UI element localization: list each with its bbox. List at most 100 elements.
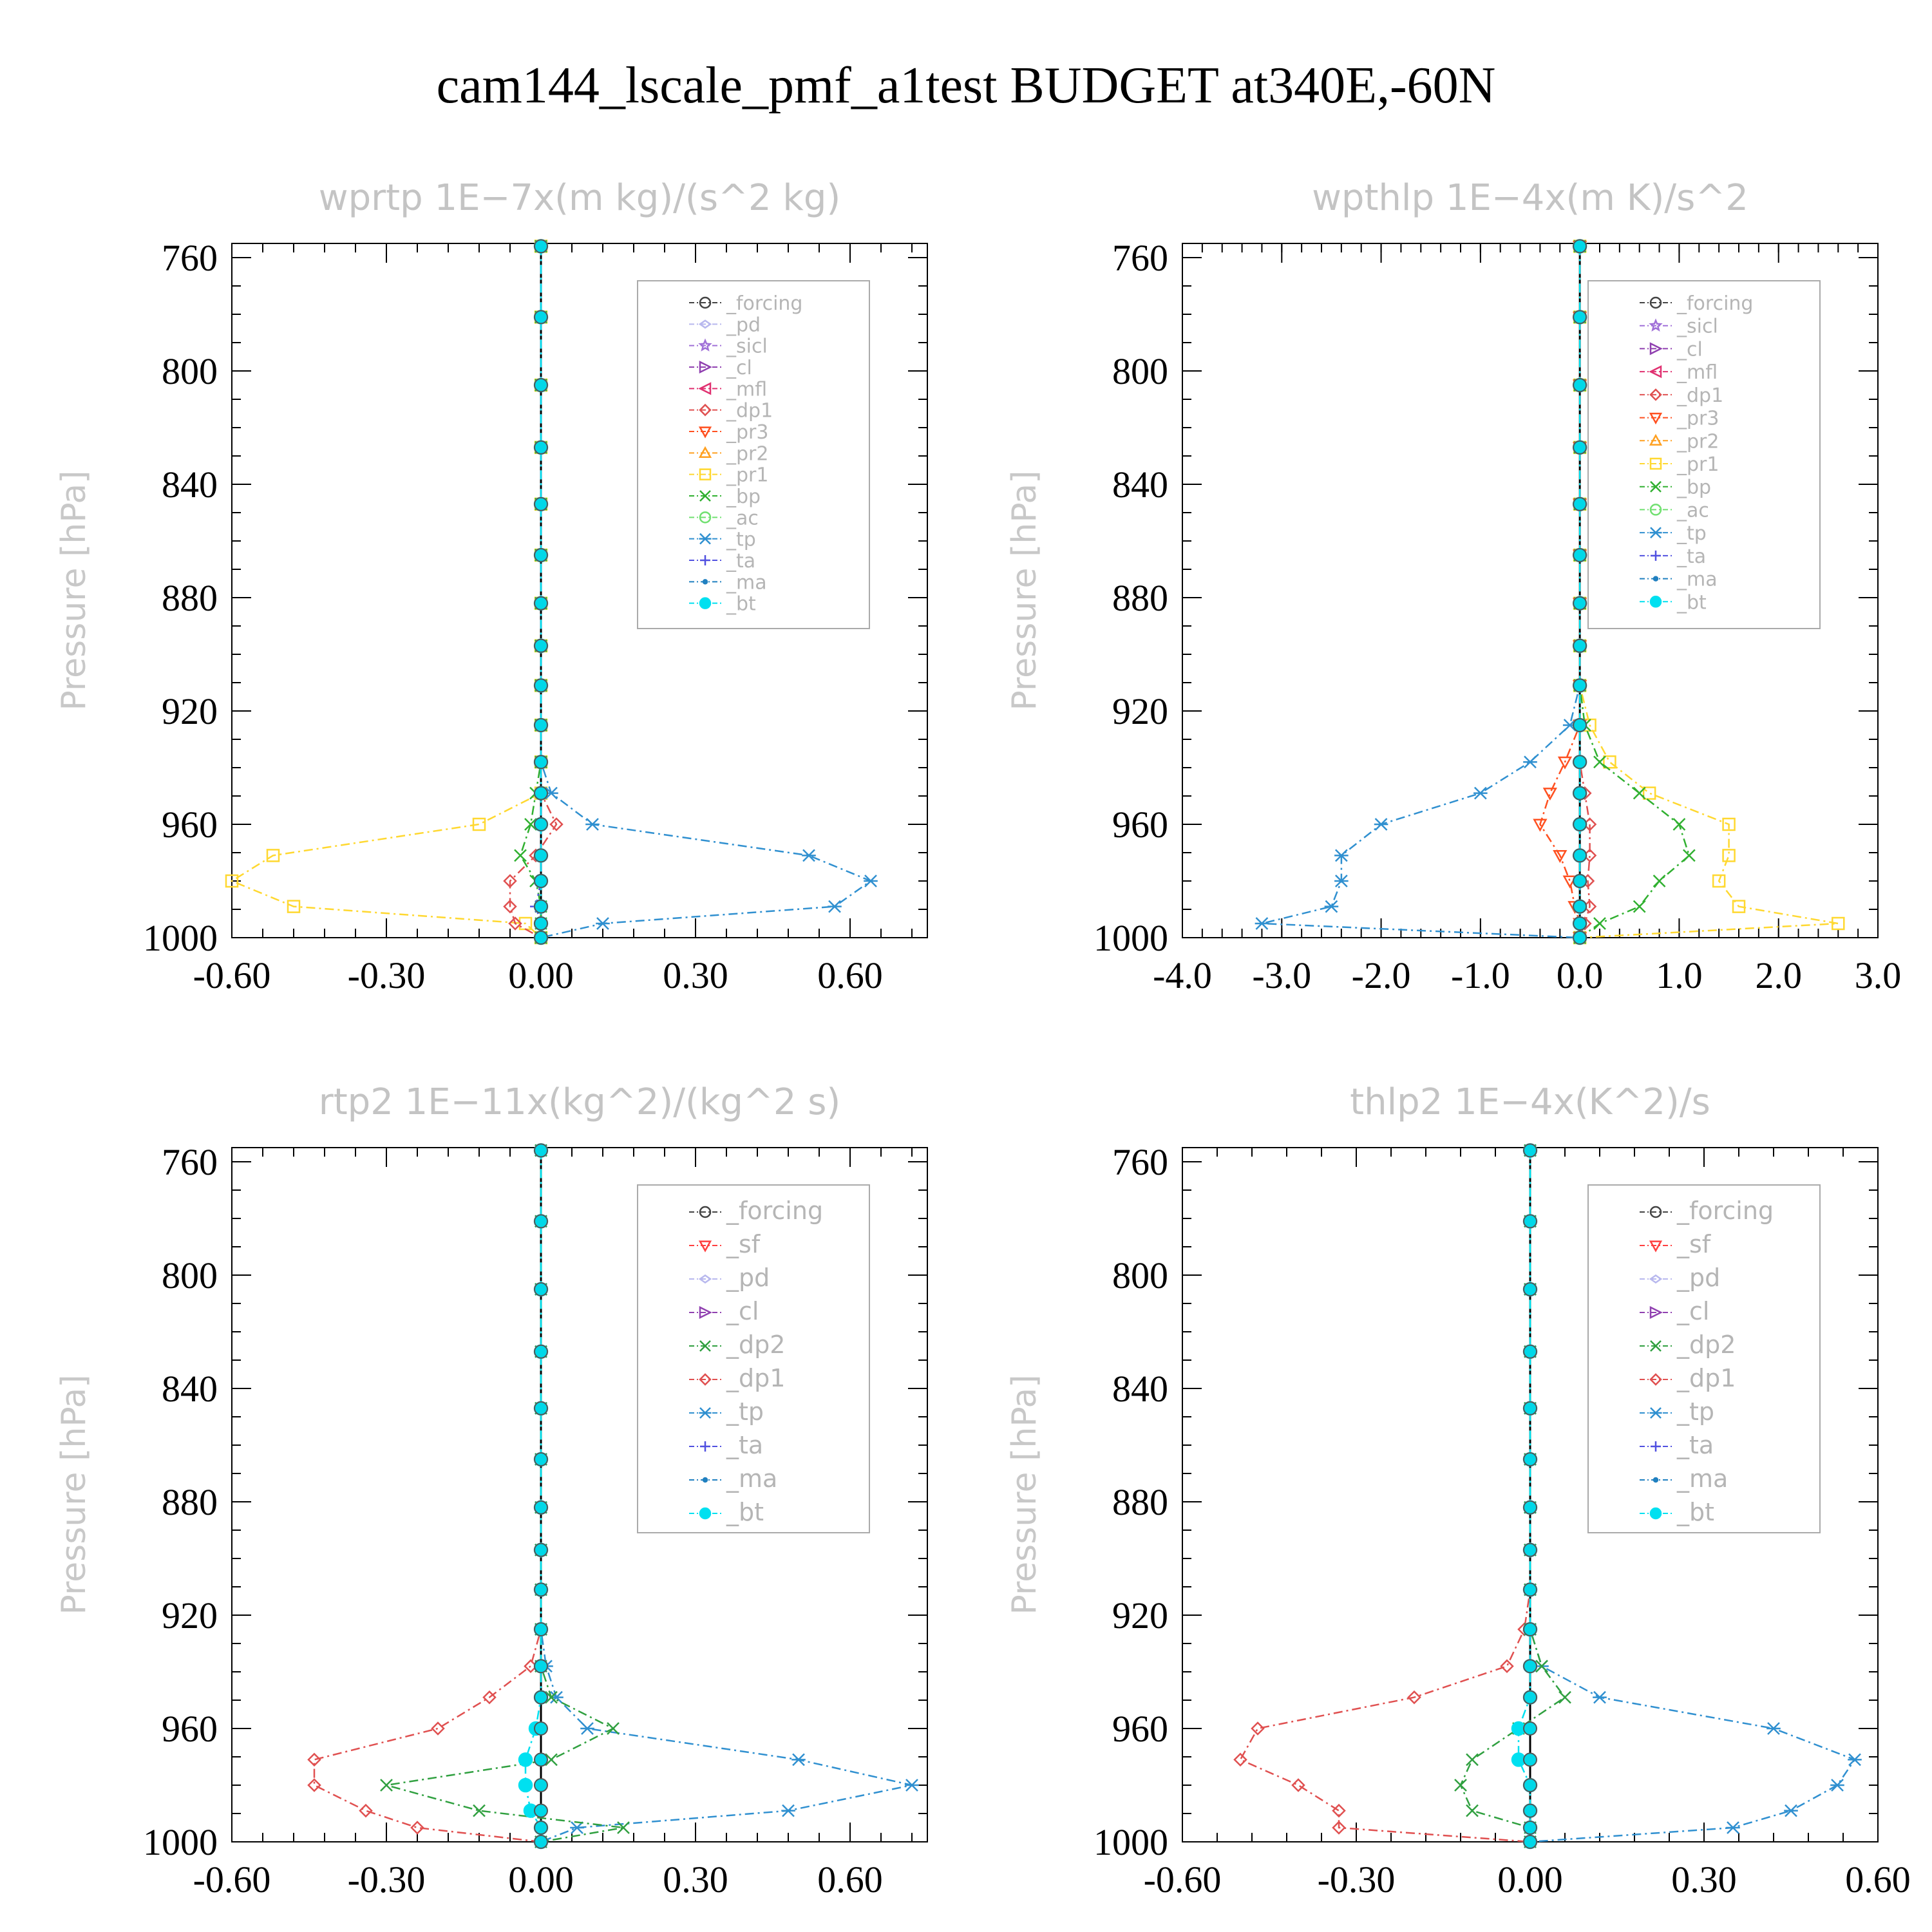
- data-point_dp1: [503, 874, 517, 888]
- legend-marker: [700, 1441, 710, 1452]
- legend-marker: [698, 338, 712, 352]
- legend-item_bt: _bt: [689, 593, 756, 616]
- stacked-marker: [534, 548, 548, 562]
- data-point_dp1: [1332, 1821, 1346, 1835]
- legend-label: _pr1: [1676, 453, 1719, 476]
- legend-item_forcing: _forcing: [1640, 1197, 1774, 1225]
- legend-marker: [1649, 1407, 1662, 1419]
- legend-item_pd: _pd: [689, 1264, 770, 1292]
- legend: _forcing _sf _pd _cl _dp2 _dp1 _tp _ta _ma _bt: [1587, 1184, 1821, 1533]
- x-tick-label: -0.60: [193, 954, 271, 996]
- series-line_dp2: [1459, 1150, 1566, 1842]
- legend-item_ta: _ta: [689, 1431, 763, 1459]
- legend-label: _dp1: [1676, 384, 1723, 407]
- legend-label: _ta: [1676, 545, 1706, 568]
- stacked-marker: [1573, 678, 1587, 693]
- legend-label: _ma: [726, 1464, 777, 1493]
- legend-label: _sicl: [726, 336, 768, 358]
- legend-marker: [1650, 1340, 1662, 1352]
- stacked-marker: [534, 1344, 548, 1359]
- legend-item_bt: _bt: [689, 1498, 764, 1526]
- legend-marker: [1649, 457, 1662, 470]
- legend-marker: [699, 1507, 712, 1520]
- data-point_tp: [905, 1779, 919, 1792]
- data-point_dp1: [482, 1690, 497, 1705]
- legend-label: _dp1: [726, 1364, 785, 1392]
- legend-label: _mfl: [1676, 361, 1718, 384]
- data-point_dp1: [1500, 1659, 1514, 1673]
- stacked-marker: [1573, 899, 1587, 914]
- data-point_dp1: [503, 899, 517, 914]
- data-point_dp2: [1466, 1753, 1479, 1766]
- legend-item_bt: _bt: [1640, 591, 1707, 614]
- legend-marker: [1649, 1373, 1662, 1386]
- y-axis-label: Pressure [hPa]: [55, 1375, 93, 1615]
- legend-item_pr3: _pr3: [1640, 408, 1719, 430]
- legend-item_dp1: _dp1: [689, 1364, 785, 1392]
- data-point_pr1: [1603, 755, 1616, 769]
- legend-label: _bt: [726, 593, 756, 616]
- stacked-marker: [534, 1582, 548, 1597]
- stacked-marker: [534, 1452, 548, 1466]
- y-tick-label: 840: [162, 1368, 218, 1410]
- panel-title: wprtp 1E−7x(m kg)/(s^2 kg): [319, 177, 840, 219]
- legend-marker: [700, 555, 710, 565]
- stacked-marker: [534, 1214, 548, 1229]
- series_pr1: [225, 240, 548, 945]
- stacked-marker: [534, 848, 548, 863]
- legend-box: [1587, 1184, 1821, 1533]
- legend-box: [1587, 280, 1821, 629]
- stacked-marker: [534, 1500, 548, 1515]
- legend-item_bp: _bp: [1640, 477, 1711, 499]
- y-tick-label: 760: [162, 237, 218, 279]
- stacked-marker: [534, 786, 548, 800]
- legend-item_ac: _ac: [689, 507, 759, 529]
- legend-item_pr1: _pr1: [1640, 453, 1719, 476]
- legend-label: _bt: [726, 1498, 764, 1526]
- y-tick-label: 840: [162, 464, 218, 506]
- legend-item_forcing: _forcing: [689, 292, 802, 315]
- stacked-marker: [1523, 1690, 1537, 1705]
- x-tick-label: -3.0: [1252, 954, 1311, 996]
- x-tick-label: 0.00: [508, 954, 574, 996]
- legend-item_ac: _ac: [1640, 499, 1709, 522]
- stacked-marker: [534, 310, 548, 325]
- stacked-marker: [1573, 786, 1587, 800]
- legend-marker: [1649, 318, 1663, 332]
- legend-marker: [699, 1305, 712, 1320]
- legend-label: _forcing: [726, 1197, 823, 1225]
- series_bt: [1511, 1143, 1538, 1850]
- stacked-marker: [534, 1778, 548, 1792]
- series-line_dp1: [1239, 1150, 1531, 1843]
- data-point_tp: [1848, 1753, 1862, 1766]
- data-point_tp: [585, 818, 600, 831]
- legend: _forcing_sicl_cl_mfl_dp1_pr3_pr2_pr1_bp_…: [1587, 280, 1821, 629]
- data-point_bt: [518, 1777, 533, 1793]
- data-point_dp1: [359, 1803, 373, 1818]
- plot-frame: [231, 1147, 928, 1842]
- legend-item_cl: _cl: [689, 357, 752, 379]
- data-point_pr1: [1712, 874, 1726, 888]
- stacked-marker: [534, 1690, 548, 1705]
- data-point_tp: [1334, 875, 1349, 887]
- legend-marker: [699, 511, 712, 524]
- stacked-marker: [1523, 1778, 1537, 1792]
- legend-item_mfl: _mfl: [1640, 361, 1718, 384]
- data-point_pr3: [1533, 819, 1548, 832]
- data-point_dp1: [549, 817, 564, 831]
- legend-item_pr1: _pr1: [689, 464, 768, 487]
- y-tick-label: 760: [1112, 1141, 1168, 1183]
- stacked-marker: [534, 1622, 548, 1636]
- legend-label: _pr2: [1676, 430, 1719, 453]
- stacked-marker: [534, 817, 548, 831]
- legend-label: _pr1: [726, 464, 768, 487]
- y-tick-label: 880: [162, 577, 218, 619]
- data-point_dp1: [508, 916, 522, 931]
- data-point_tp: [1523, 755, 1537, 769]
- data-point_bp: [1633, 900, 1646, 913]
- panel-title: wpthlp 1E−4x(m K)/s^2: [1312, 177, 1748, 219]
- x-tick-label: 0.30: [663, 954, 728, 996]
- stacked-marker: [1573, 239, 1587, 254]
